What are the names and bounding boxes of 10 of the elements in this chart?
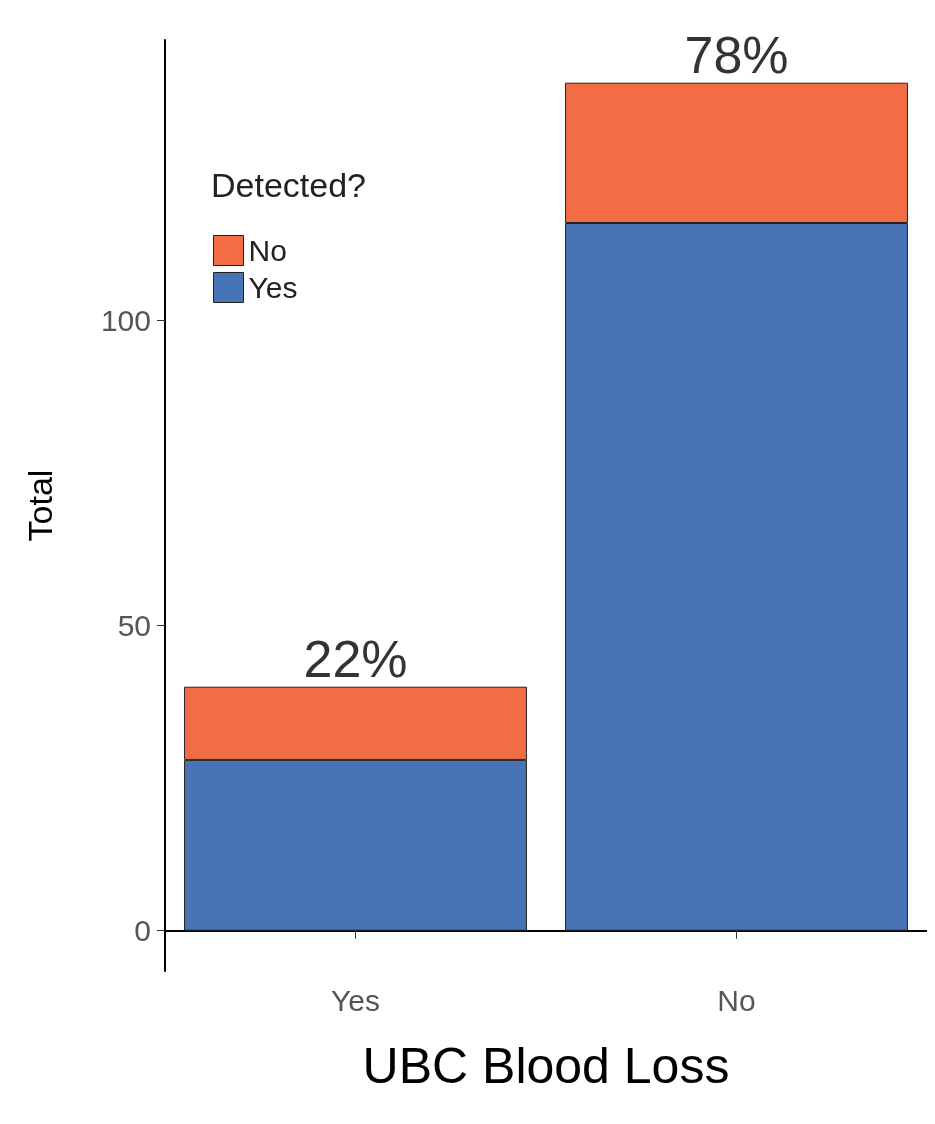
x-axis-title: UBC Blood Loss (362, 1038, 730, 1094)
y-axis-title: Total (21, 469, 59, 542)
y-tick-label: 0 (134, 914, 151, 948)
legend-title: Detected? (211, 166, 366, 204)
legend-label: No (248, 234, 287, 267)
annotation: 78% (684, 25, 789, 84)
legend-label: Yes (248, 271, 298, 304)
y-tick-label: 50 (117, 609, 151, 643)
annotation: 22% (303, 629, 408, 688)
y-tick-label: 100 (100, 304, 151, 338)
